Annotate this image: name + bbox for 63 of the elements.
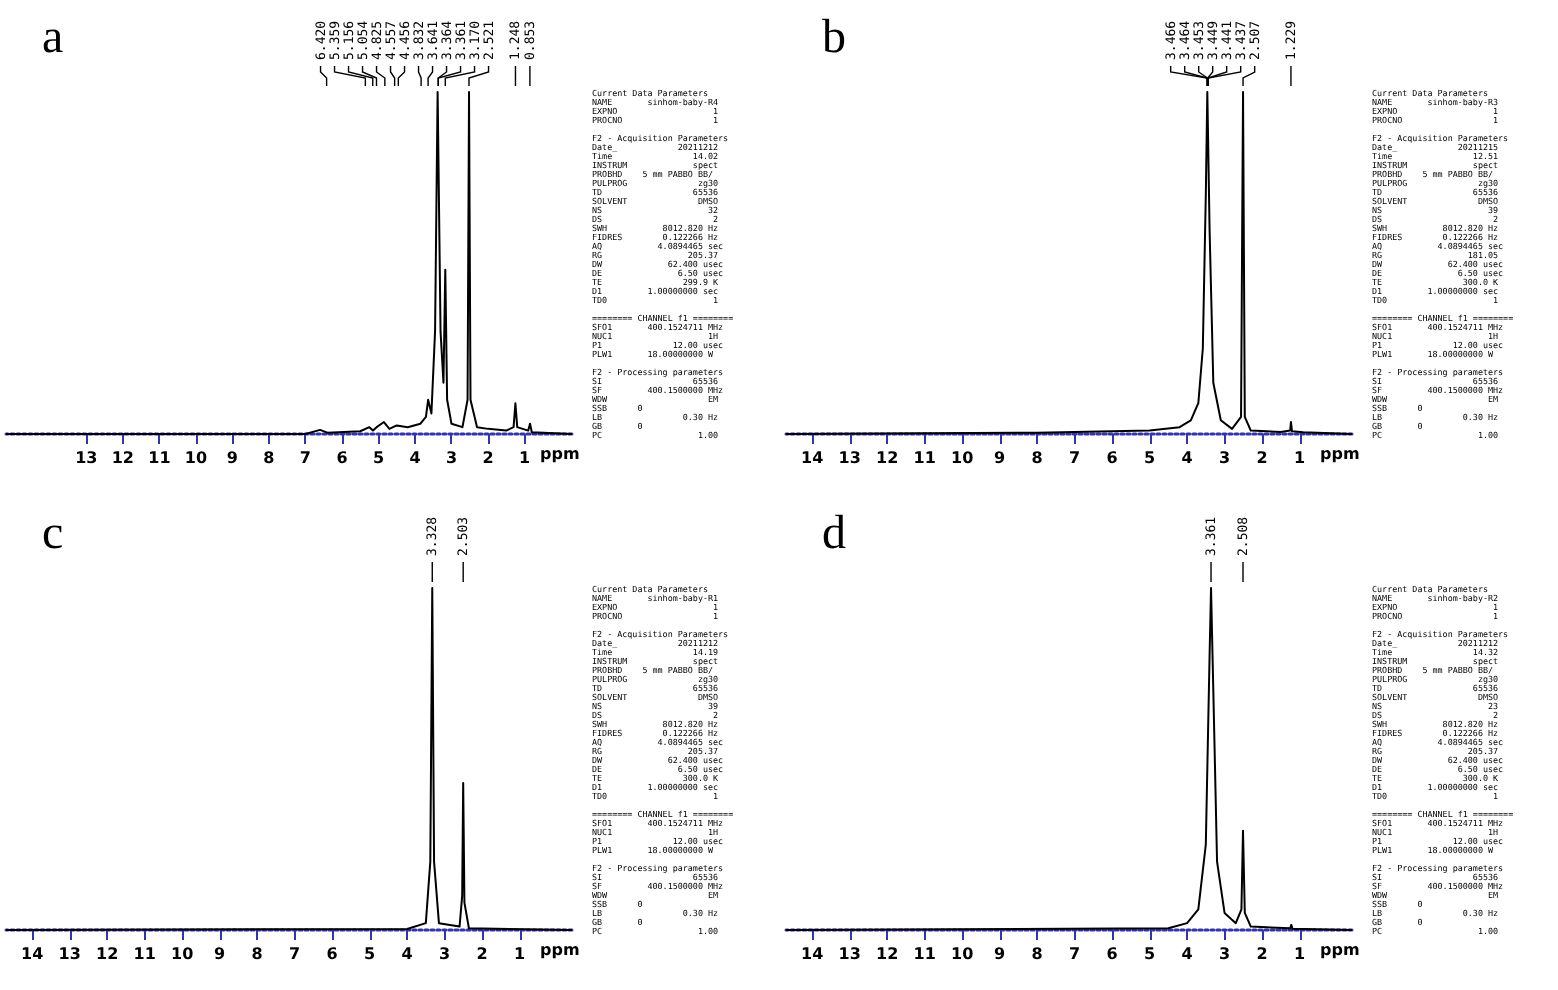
x-tick-label: 11: [148, 449, 172, 467]
x-tick-label: 5: [364, 945, 377, 963]
x-tick-label: 7: [299, 449, 312, 467]
x-tick-label: 11: [913, 449, 937, 467]
x-tick-label: 10: [184, 449, 208, 467]
x-tick-label: 11: [133, 945, 157, 963]
x-tick-label: 1: [1293, 449, 1306, 467]
x-tick-label: 5: [372, 449, 385, 467]
x-tick-label: 14: [801, 449, 825, 467]
x-tick-label: 3: [1218, 945, 1231, 963]
x-tick-label: 10: [951, 945, 975, 963]
x-tick-label: 12: [111, 449, 134, 467]
x-tick-label: 6: [326, 945, 339, 963]
x-tick-label: 14: [801, 945, 825, 963]
x-tick-label: 6: [1106, 449, 1119, 467]
x-tick-label: 4: [1181, 945, 1194, 963]
x-axis-title: ppm: [540, 445, 580, 463]
x-tick-label: 3: [445, 449, 458, 467]
x-axis-title: ppm: [1320, 941, 1360, 959]
x-tick-label: 9: [214, 945, 227, 963]
x-tick-label: 9: [994, 449, 1007, 467]
x-tick-label: 13: [838, 945, 861, 963]
x-tick-label: 1: [513, 945, 526, 963]
x-tick-label: 10: [951, 449, 975, 467]
x-tick-label: 13: [75, 449, 98, 467]
x-tick-label: 2: [476, 945, 488, 963]
x-tick-label: 9: [226, 449, 239, 467]
x-tick-label: 11: [913, 945, 937, 963]
x-tick-label: 8: [1031, 945, 1044, 963]
x-tick-label: 4: [1181, 449, 1194, 467]
x-tick-label: 4: [401, 945, 414, 963]
x-tick-label: 5: [1144, 945, 1157, 963]
x-tick-label: 1: [1293, 945, 1306, 963]
x-tick-label: 4: [409, 449, 422, 467]
x-tick-label: 9: [994, 945, 1007, 963]
x-axis-title: ppm: [540, 941, 580, 959]
x-tick-label: 5: [1144, 449, 1157, 467]
x-tick-label: 7: [289, 945, 301, 963]
x-tick-label: 12: [96, 945, 119, 963]
x-tick-label: 13: [838, 449, 861, 467]
x-tick-label: 6: [336, 449, 349, 467]
x-tick-label: 8: [1031, 449, 1044, 467]
x-tick-label: 12: [876, 945, 899, 963]
x-tick-label: 14: [21, 945, 45, 963]
x-axis-title: ppm: [1320, 445, 1360, 463]
x-tick-label: 7: [1069, 945, 1081, 963]
chart-title: a: [42, 12, 64, 64]
x-tick-label: 3: [438, 945, 451, 963]
x-tick-label: 8: [263, 449, 276, 467]
x-tick-label: 1: [518, 449, 531, 467]
x-tick-label: 2: [482, 449, 494, 467]
chart-title: d: [822, 508, 846, 560]
x-tick-label: 8: [251, 945, 264, 963]
x-tick-label: 12: [876, 449, 899, 467]
x-tick-label: 2: [1256, 449, 1268, 467]
x-tick-label: 13: [58, 945, 81, 963]
x-tick-label: 3: [1218, 449, 1231, 467]
x-tick-label: 7: [1069, 449, 1081, 467]
chart-title: c: [42, 508, 64, 560]
chart-title: b: [822, 12, 846, 64]
x-tick-label: 10: [171, 945, 195, 963]
x-tick-label: 6: [1106, 945, 1119, 963]
x-tick-label: 2: [1256, 945, 1268, 963]
